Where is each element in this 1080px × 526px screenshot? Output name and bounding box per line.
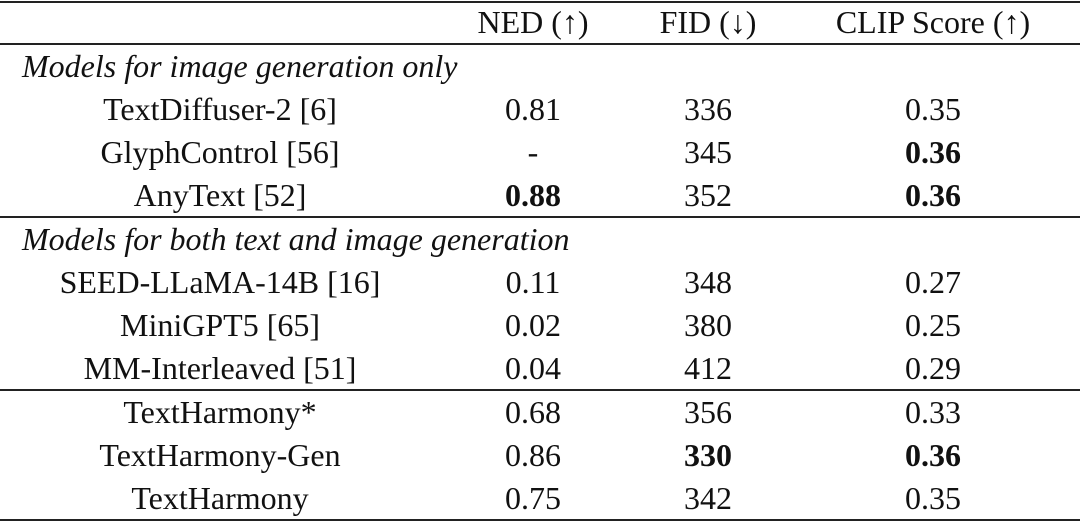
metric-cell: 330 <box>684 437 732 473</box>
metric-cell: 0.36 <box>905 437 961 473</box>
model-name: MM-Interleaved [51] <box>83 350 357 386</box>
metric-cell: 380 <box>684 307 732 343</box>
metric-cell: 0.25 <box>905 307 961 343</box>
metric-cell: 342 <box>684 480 732 516</box>
rule <box>0 43 1080 45</box>
metric-cell: 356 <box>684 394 732 430</box>
model-name: MiniGPT5 [65] <box>120 307 320 343</box>
rule <box>0 1 1080 3</box>
metric-cell: 0.04 <box>505 350 561 386</box>
model-name: TextDiffuser-2 [6] <box>103 91 337 127</box>
metric-cell: 0.75 <box>505 480 561 516</box>
model-name: AnyText [52] <box>133 177 307 213</box>
metric-cell: 0.81 <box>505 91 561 127</box>
metric-cell: 336 <box>684 91 732 127</box>
metric-cell: 0.29 <box>905 350 961 386</box>
metric-cell: 0.68 <box>505 394 561 430</box>
metric-cell: 0.33 <box>905 394 961 430</box>
column-header: NED (↑) <box>477 4 589 40</box>
metric-cell: 0.36 <box>905 134 961 170</box>
metric-cell: 0.88 <box>505 177 561 213</box>
rule <box>0 216 1080 218</box>
metric-cell: 0.86 <box>505 437 561 473</box>
metric-cell: 345 <box>684 134 732 170</box>
metric-cell: 348 <box>684 264 732 300</box>
metric-cell: 352 <box>684 177 732 213</box>
model-name: TextHarmony <box>131 480 309 516</box>
model-name: TextHarmony* <box>123 394 317 430</box>
metric-cell: 0.27 <box>905 264 961 300</box>
column-header: CLIP Score (↑) <box>835 4 1031 40</box>
metric-cell: 0.35 <box>905 91 961 127</box>
column-header: FID (↓) <box>659 4 757 40</box>
section-title: Models for both text and image generatio… <box>22 221 570 257</box>
metric-cell: - <box>527 134 539 170</box>
model-name: SEED-LLaMA-14B [16] <box>59 264 381 300</box>
metric-cell: 0.02 <box>505 307 561 343</box>
rule <box>0 389 1080 391</box>
section-title: Models for image generation only <box>22 48 458 84</box>
metric-cell: 0.36 <box>905 177 961 213</box>
rule <box>0 519 1080 521</box>
metric-cell: 0.35 <box>905 480 961 516</box>
model-name: GlyphControl [56] <box>100 134 340 170</box>
metric-cell: 0.11 <box>505 264 561 300</box>
model-name: TextHarmony-Gen <box>99 437 341 473</box>
metric-cell: 412 <box>684 350 732 386</box>
